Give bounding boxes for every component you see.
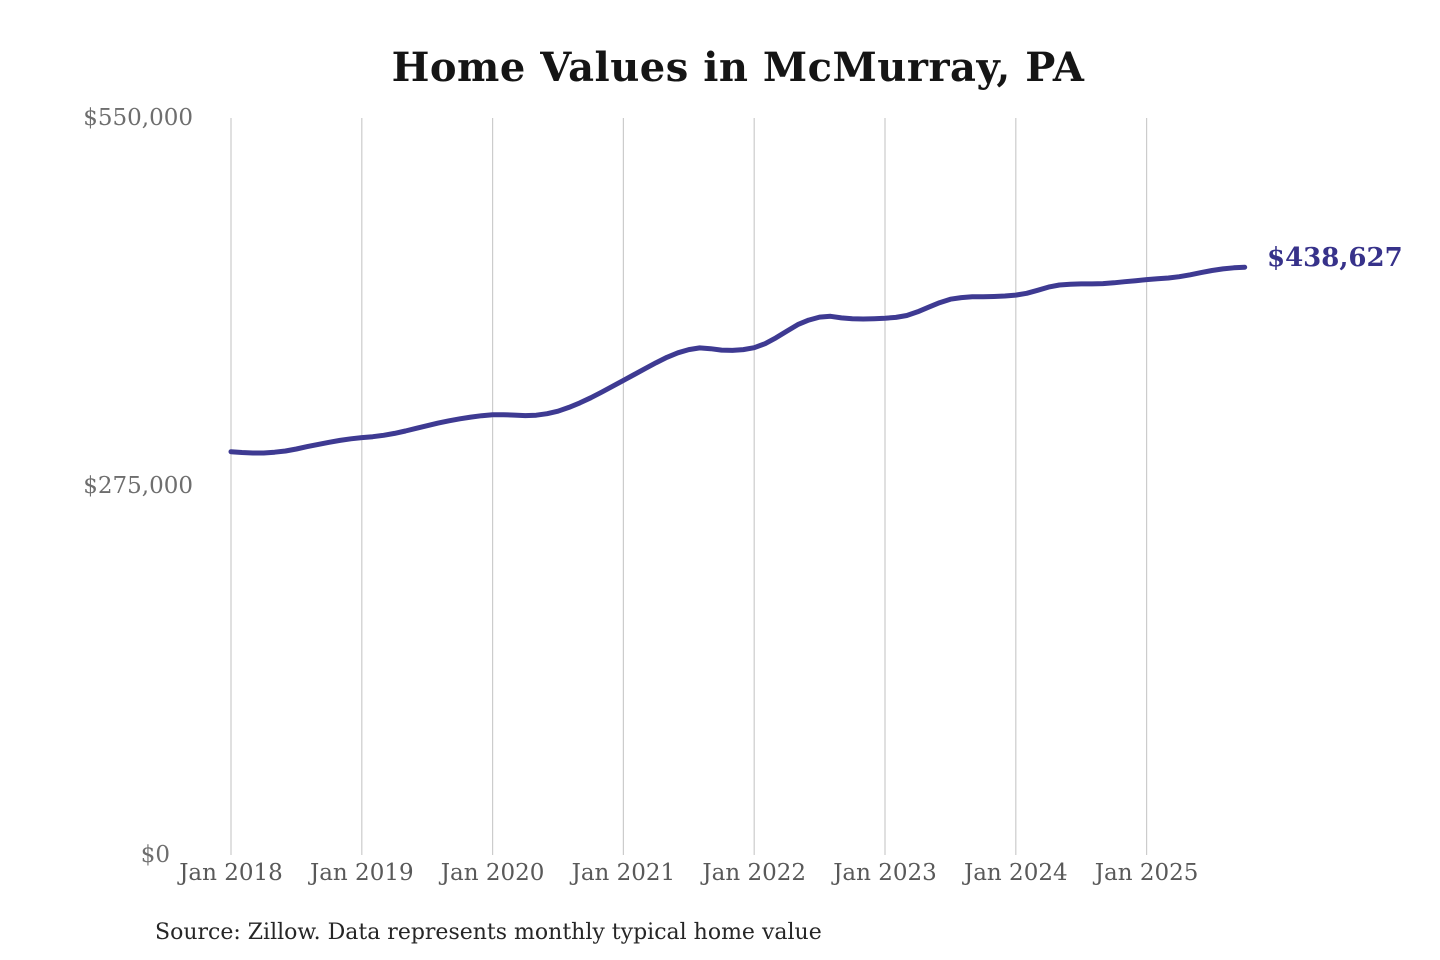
- year-gridlines: [230, 118, 1148, 855]
- x-axis-tick-jan-2019: Jan 2019: [310, 860, 414, 886]
- x-axis-tick-jan-2022: Jan 2022: [702, 860, 806, 886]
- home-value-line: [228, 264, 1248, 456]
- x-axis-tick-jan-2021: Jan 2021: [571, 860, 676, 886]
- y-axis-tick-0: $0: [140, 842, 170, 868]
- x-axis-tick-jan-2018: Jan 2018: [179, 860, 283, 886]
- x-axis-tick-jan-2023: Jan 2023: [833, 860, 937, 886]
- y-axis-tick-550000: $550,000: [83, 105, 193, 131]
- source-note: Source: Zillow. Data represents monthly …: [155, 920, 822, 945]
- chart-title: Home Values in McMurray, PA: [391, 44, 1085, 91]
- latest-value-label: $438,627: [1267, 243, 1403, 273]
- y-axis-tick-275000: $275,000: [83, 473, 193, 499]
- x-axis-tick-jan-2024: Jan 2024: [964, 860, 1068, 886]
- x-axis-tick-jan-2025: Jan 2025: [1094, 860, 1199, 886]
- x-axis-tick-jan-2020: Jan 2020: [440, 860, 545, 886]
